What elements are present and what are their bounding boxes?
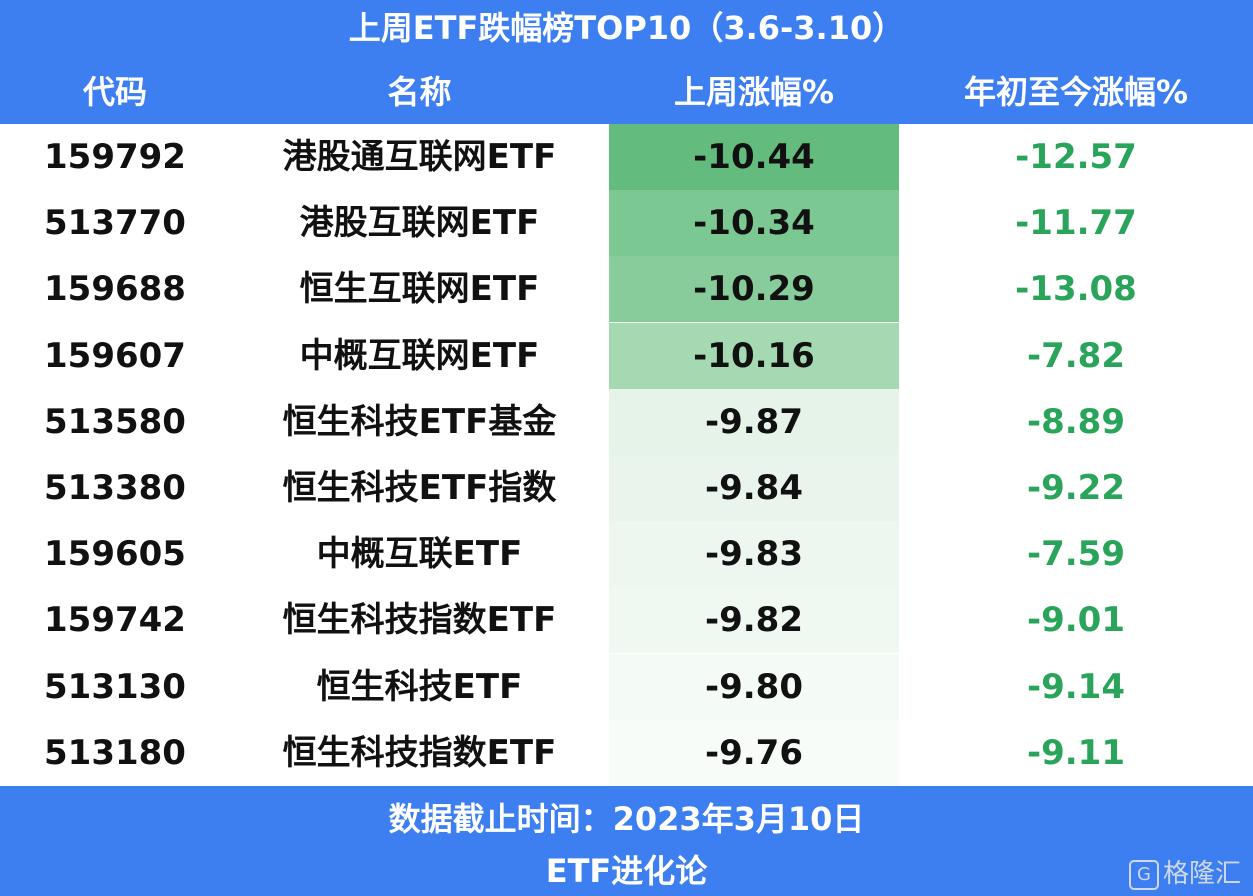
- ytd-change: -11.77: [1015, 203, 1137, 244]
- table-row: 513770 港股互联网ETF -10.34 -11.77: [0, 190, 1253, 257]
- name: 中概互联网ETF: [299, 335, 540, 376]
- watermark-logo: G: [1128, 859, 1159, 890]
- ytd-change: -13.08: [1015, 269, 1137, 310]
- name: 港股通互联网ETF: [282, 137, 557, 177]
- code: 159792: [44, 137, 186, 177]
- table-row: 513130 恒生科技ETF -9.80 -9.14: [0, 653, 1253, 720]
- code: 159607: [44, 335, 186, 376]
- column-header: 名称: [387, 73, 452, 111]
- weekly-change: -10.44: [609, 124, 899, 190]
- ytd-change: -9.22: [1027, 468, 1125, 508]
- weekly-change: -10.29: [609, 256, 899, 323]
- title: 上周ETF跌幅榜TOP10（3.6-3.10）: [0, 0, 1253, 60]
- watermark: G 格隆汇: [1128, 853, 1241, 890]
- name: 恒生科技ETF: [316, 666, 523, 707]
- footer-source: ETF进化论: [545, 852, 708, 890]
- code: 513580: [44, 401, 186, 442]
- weekly-change: -9.80: [609, 653, 899, 720]
- ytd-change: -9.11: [1027, 732, 1125, 773]
- table-row: 159607 中概互联网ETF -10.16 -7.82: [0, 322, 1253, 389]
- ytd-change: -12.57: [1015, 137, 1137, 177]
- watermark-text: 格隆汇: [1162, 859, 1241, 889]
- weekly-change: -9.76: [609, 719, 899, 786]
- weekly-change: -9.82: [609, 587, 899, 654]
- name: 恒生互联网ETF: [299, 269, 540, 310]
- table-row: 513380 恒生科技ETF指数 -9.84 -9.22: [0, 455, 1253, 521]
- header-row: 代码 名称 上周涨幅% 年初至今涨幅%: [0, 60, 1253, 124]
- code: 159605: [44, 534, 186, 575]
- name: 恒生科技ETF基金: [282, 401, 557, 442]
- code: 159688: [44, 269, 186, 310]
- table-row: 513580 恒生科技ETF基金 -9.87 -8.89: [0, 388, 1253, 455]
- table-row: 159792 港股通互联网ETF -10.44 -12.57: [0, 124, 1253, 190]
- table-row: 159742 恒生科技指数ETF -9.82 -9.01: [0, 587, 1253, 654]
- code: 513380: [44, 468, 186, 508]
- ytd-change: -9.14: [1027, 666, 1125, 707]
- footer-note: 数据截止时间：2023年3月10日: [388, 800, 865, 838]
- footer: 数据截止时间：2023年3月10日 ETF进化论 G 格隆汇: [0, 786, 1253, 896]
- name: 恒生科技指数ETF: [282, 600, 557, 641]
- ytd-change: -9.01: [1027, 600, 1125, 641]
- name: 恒生科技ETF指数: [282, 468, 557, 508]
- weekly-change: -9.84: [609, 455, 899, 521]
- column-header: 上周涨幅%: [673, 73, 835, 111]
- weekly-change: -10.16: [609, 322, 899, 389]
- code: 159742: [44, 600, 186, 641]
- column-header: 年初至今涨幅%: [963, 73, 1189, 111]
- weekly-change: -9.83: [609, 521, 899, 588]
- name: 中概互联ETF: [316, 534, 523, 575]
- ytd-change: -7.82: [1027, 335, 1125, 376]
- weekly-change: -9.87: [609, 388, 899, 455]
- column-header: 代码: [82, 73, 147, 111]
- ytd-change: -8.89: [1027, 401, 1125, 442]
- code: 513130: [44, 666, 186, 707]
- weekly-change: -10.34: [609, 190, 899, 257]
- code: 513180: [44, 732, 186, 773]
- name: 港股互联网ETF: [299, 203, 540, 244]
- ytd-change: -7.59: [1027, 534, 1125, 575]
- name: 恒生科技指数ETF: [282, 732, 557, 773]
- table-row: 159605 中概互联ETF -9.83 -7.59: [0, 521, 1253, 588]
- table-row: 159688 恒生互联网ETF -10.29 -13.08: [0, 256, 1253, 323]
- code: 513770: [44, 203, 186, 244]
- table-row: 513180 恒生科技指数ETF -9.76 -9.11: [0, 719, 1253, 786]
